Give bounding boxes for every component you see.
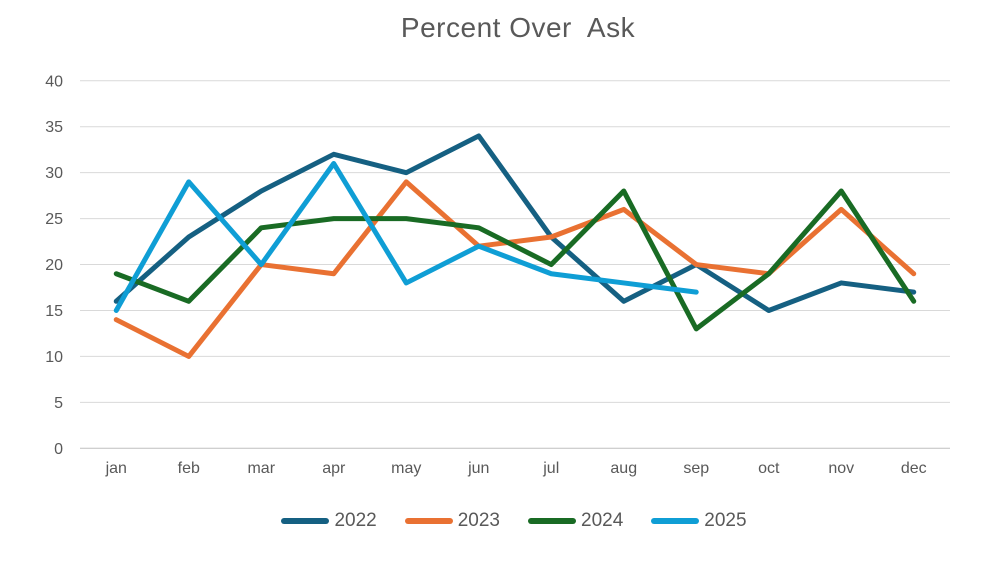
legend-item-2023: 2023: [404, 510, 500, 532]
x-axis-label: apr: [322, 460, 346, 477]
y-axis-label: 5: [54, 395, 63, 412]
x-axis-label: mar: [247, 460, 275, 477]
y-axis-label: 20: [45, 257, 63, 274]
legend-swatch-2024: [528, 518, 576, 524]
y-axis-label: 35: [45, 119, 63, 136]
legend-label: 2022: [334, 510, 377, 531]
legend-label: 2023: [457, 510, 500, 531]
x-axis-label: may: [391, 460, 421, 477]
y-axis-label: 40: [45, 73, 63, 90]
x-axis-label: nov: [828, 460, 854, 477]
x-axis-label: jun: [467, 460, 489, 477]
y-axis-label: 15: [45, 303, 63, 320]
x-axis-label: sep: [683, 460, 709, 477]
y-axis-label: 25: [45, 211, 63, 228]
y-axis-label: 0: [54, 441, 63, 458]
x-axis-label: jan: [105, 460, 127, 477]
chart-title: Percent Over Ask: [400, 12, 636, 43]
x-axis-label: dec: [901, 460, 927, 477]
legend-swatch-2025: [651, 518, 700, 524]
legend-swatch-2022: [281, 518, 330, 524]
series-line-2024: [113, 188, 917, 332]
x-axis-label: aug: [610, 460, 637, 477]
x-axis-label: feb: [178, 460, 200, 477]
y-axis-label: 30: [45, 165, 63, 182]
series-line-2022: [113, 133, 917, 313]
legend-item-2025: 2025: [651, 510, 747, 532]
legend-label: 2025: [704, 510, 747, 531]
series-line-2025: [113, 160, 699, 313]
legend-swatch-2023: [404, 518, 453, 524]
y-axis-label: 10: [45, 349, 63, 366]
x-axis-label: jul: [542, 460, 559, 477]
legend: 2022 2023 2024 2025: [0, 510, 988, 532]
x-axis-label: oct: [758, 460, 780, 477]
legend-label: 2024: [581, 510, 624, 531]
legend-item-2022: 2022: [281, 510, 377, 532]
legend-item-2024: 2024: [528, 510, 623, 532]
